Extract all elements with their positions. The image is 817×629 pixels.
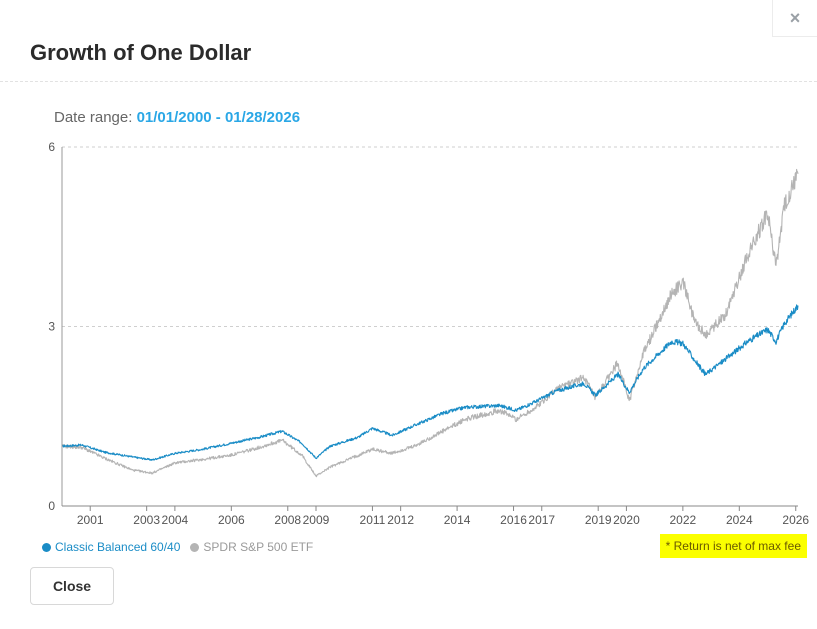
x-tick-label: 2014 (444, 513, 471, 527)
date-range: Date range: 01/01/2000 - 01/28/2026 (54, 109, 300, 126)
series-layer (61, 168, 799, 478)
legend-dot-balanced-icon (42, 542, 51, 552)
x-tick-label: 2016 (500, 513, 527, 527)
x-tick-label: 2001 (77, 513, 104, 527)
x-tick-label: 2008 (274, 513, 301, 527)
growth-chart: 0 3 6 2001 2003 2004 2006 2008 2009 2011 2012 2014 2… (48, 140, 809, 527)
y-tick-label: 0 (48, 499, 55, 513)
series-line-balanced (61, 304, 799, 461)
x-tick-label: 2012 (387, 513, 414, 527)
legend-item-spdr[interactable]: SPDR S&P 500 ETF (190, 540, 313, 554)
date-range-value: 01/01/2000 - 01/28/2026 (136, 109, 301, 126)
legend-item-balanced[interactable]: Classic Balanced 60/40 (42, 540, 180, 554)
close-button[interactable]: Close (30, 567, 114, 605)
axis-layer: 0 3 6 2001 2003 2004 2006 2008 2009 2011 2012 2014 2… (48, 140, 809, 527)
legend-label-balanced: Classic Balanced 60/40 (55, 540, 181, 554)
x-tick-label: 2022 (670, 513, 697, 527)
x-tick-label: 2004 (162, 513, 189, 527)
legend-label-spdr: SPDR S&P 500 ETF (203, 540, 314, 554)
y-tick-label: 6 (48, 140, 55, 154)
x-tick-label: 2026 (782, 513, 809, 527)
legend-dot-spdr-icon (190, 542, 200, 552)
close-x-icon[interactable]: × (772, 0, 817, 37)
x-tick-label: 2006 (218, 513, 245, 527)
date-range-label: Date range: (54, 109, 133, 126)
series-line-spdr (61, 168, 799, 478)
legend: Classic Balanced 60/40 SPDR S&P 500 ETF (42, 540, 323, 554)
x-tick-label: 2020 (613, 513, 640, 527)
x-tick-label: 2019 (585, 513, 612, 527)
x-tick-label: 2011 (360, 513, 386, 527)
x-tick-label: 2017 (528, 513, 555, 527)
header-divider (0, 81, 817, 82)
x-tick-label: 2009 (303, 513, 330, 527)
y-tick-label: 3 (48, 320, 55, 334)
fee-note: * Return is net of max fee (659, 534, 807, 558)
x-tick-label: 2003 (133, 513, 160, 527)
x-tick-label: 2024 (726, 513, 753, 527)
modal-title: Growth of One Dollar (30, 40, 252, 65)
grid-layer (62, 146, 798, 327)
